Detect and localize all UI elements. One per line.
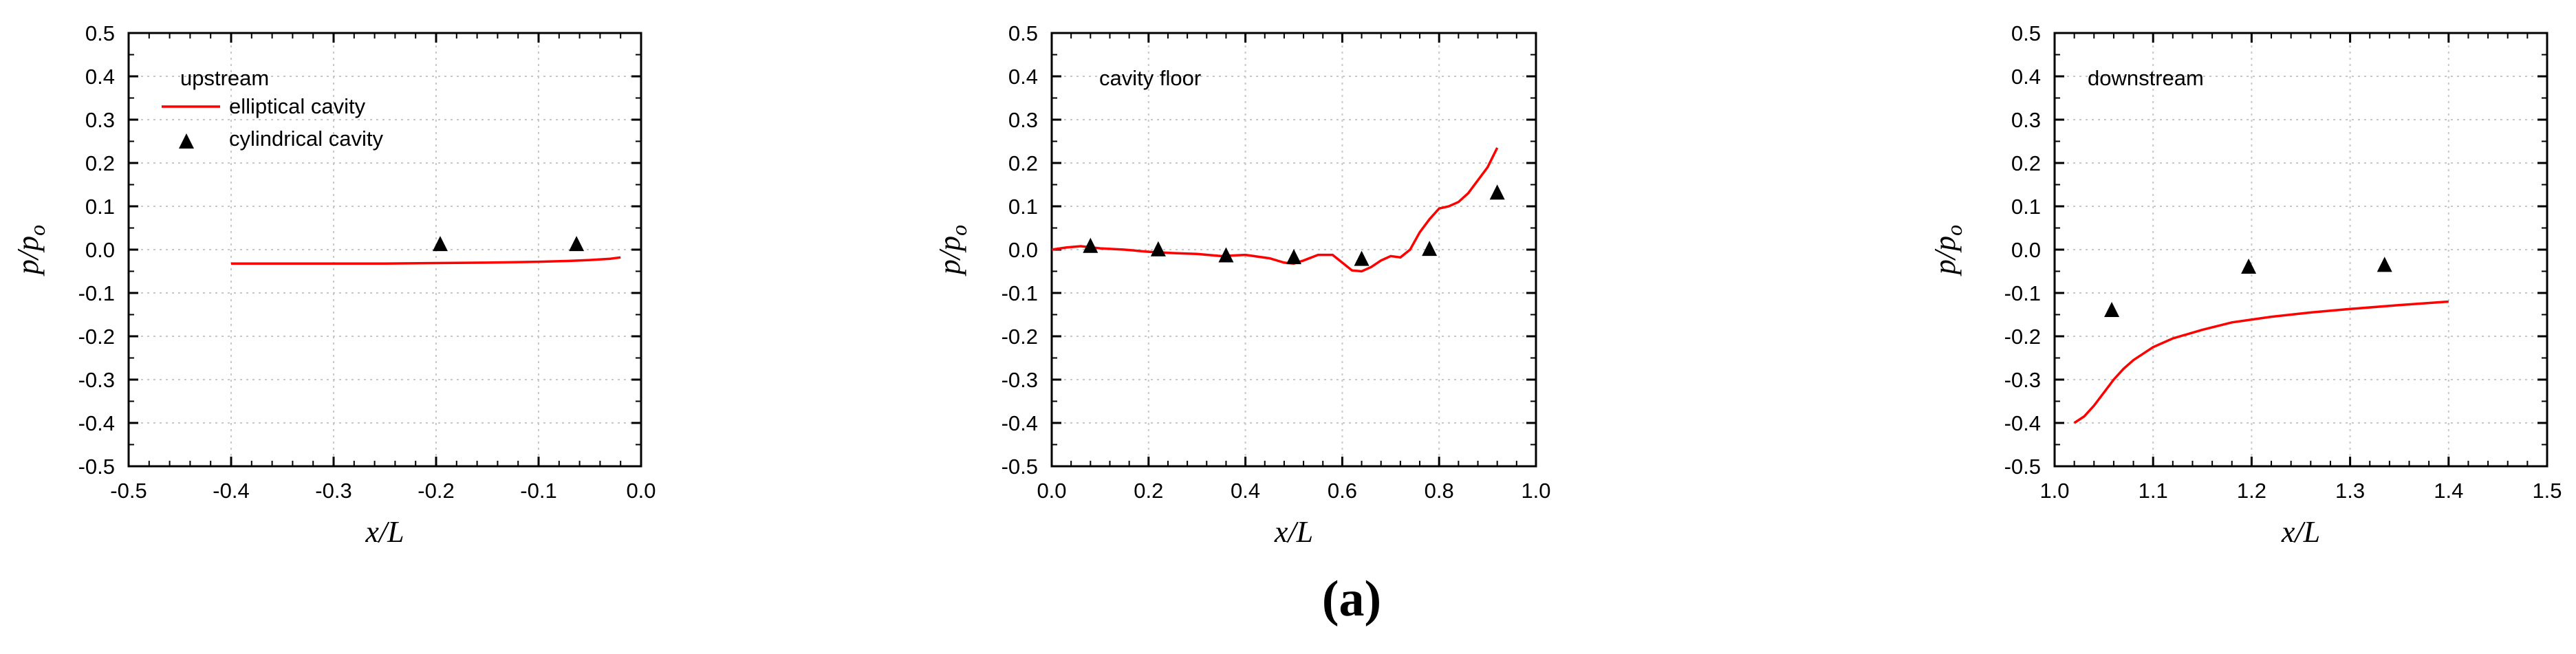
y-tick-label: -0.3 [78,368,115,392]
y-tick-label: -0.5 [78,455,115,479]
series-line-elliptical-cavity [231,256,621,265]
y-tick-label: 0.0 [85,238,115,262]
y-tick-label: -0.1 [2004,281,2041,305]
y-tick-label: 0.5 [1008,21,1038,45]
legend-marker-swatch [179,133,194,149]
y-tick-label: 0.5 [85,21,115,45]
x-tick-label: -0.2 [418,479,454,503]
x-axis-label: x/L [1274,515,1313,549]
data-point-cylindrical-cavity [2241,258,2257,274]
y-tick-label: 0.2 [85,151,115,175]
data-point-cylindrical-cavity [1083,237,1098,253]
data-point-cylindrical-cavity [2104,301,2120,317]
figure-label: (a) [1322,571,1381,627]
data-point-cylindrical-cavity [1218,247,1234,263]
x-tick-label: -0.3 [315,479,351,503]
x-axis-label: x/L [365,515,404,549]
y-tick-label: 0.4 [2011,65,2041,89]
data-point-cylindrical-cavity [569,236,585,252]
y-tick-label: 0.4 [1008,65,1038,89]
x-tick-label: 1.5 [2532,479,2562,503]
y-tick-label: -0.4 [2004,411,2041,435]
data-point-cylindrical-cavity [2377,257,2392,272]
y-tick-label: 0.0 [1008,238,1038,262]
y-tick-label: -0.3 [2004,368,2041,392]
y-tick-label: -0.1 [1002,281,1038,305]
y-tick-label: 0.1 [2011,195,2041,219]
plot-frame [127,32,642,468]
y-tick-label: -0.1 [78,281,115,305]
y-tick-label: 0.1 [85,195,115,219]
data-point-cylindrical-cavity [1286,249,1301,265]
chart-downstream: -0.5 -0.4 -0.3 -0.2 -0.1 0.0 0.1 0.2 0.3 0.4 0.5 1.… [1928,21,2562,549]
y-axis-label: p/po [1928,225,1967,276]
x-tick-label: 1.0 [1521,479,1550,503]
x-axis-label: x/L [2281,515,2320,549]
x-tick-label: 0.6 [1328,479,1357,503]
x-tick-label: -0.4 [213,479,249,503]
y-tick-label: -0.2 [1002,325,1038,349]
y-tick-label: 0.3 [85,108,115,132]
x-tick-label: 1.4 [2434,479,2463,503]
x-tick-label: 1.1 [2139,479,2168,503]
data-point-cylindrical-cavity [1354,250,1370,266]
y-tick-label: -0.3 [1002,368,1038,392]
y-axis-label: p/po [11,225,50,276]
data-point-cylindrical-cavity [432,236,448,252]
y-tick-label: 0.3 [2011,108,2041,132]
x-tick-label: 0.8 [1425,479,1454,503]
data-point-cylindrical-cavity [1422,241,1438,257]
x-tick-label: 1.2 [2237,479,2266,503]
y-tick-label: -0.4 [78,411,115,435]
panel-title: downstream [2088,66,2204,90]
x-tick-label: 1.0 [2039,479,2069,503]
x-tick-label: -0.5 [110,479,147,503]
y-axis-label: p/po [933,225,971,276]
y-tick-label: -0.4 [1002,411,1038,435]
plot-frame [2053,32,2548,468]
chart-upstream: -0.5 -0.4 -0.3 -0.2 -0.1 0.0 0.1 0.2 0.3 0.4 0.5 -0… [11,21,656,549]
y-tick-label: 0.1 [1008,195,1038,219]
panel-title: upstream [180,66,269,90]
chart-cavity-floor: -0.5 -0.4 -0.3 -0.2 -0.1 0.0 0.1 0.2 0.3 0.4 0.5 0.… [933,21,1551,549]
x-tick-label: -0.1 [520,479,556,503]
x-tick-label: 0.0 [1037,479,1066,503]
data-point-cylindrical-cavity [1489,184,1505,200]
x-tick-label: 0.2 [1134,479,1163,503]
y-tick-label: -0.5 [2004,455,2041,479]
x-tick-label: 0.4 [1231,479,1260,503]
legend-entry-cylindrical-cavity: cylindrical cavity [229,127,383,151]
y-tick-label: 0.4 [85,65,115,89]
y-tick-label: -0.5 [1002,455,1038,479]
y-tick-label: -0.2 [78,325,115,349]
y-tick-label: 0.2 [1008,151,1038,175]
x-tick-label: 1.3 [2335,479,2365,503]
y-tick-label: 0.3 [1008,108,1038,132]
y-tick-label: 0.2 [2011,151,2041,175]
y-tick-label: -0.2 [2004,325,2041,349]
y-tick-label: 0.0 [2011,238,2041,262]
x-tick-label: 0.0 [626,479,656,503]
data-point-cylindrical-cavity [1150,241,1166,257]
legend-entry-elliptical-cavity: elliptical cavity [229,94,366,118]
series-line-elliptical-cavity [2073,300,2449,424]
panel-title: cavity floor [1099,66,1201,90]
y-tick-label: 0.5 [2011,21,2041,45]
